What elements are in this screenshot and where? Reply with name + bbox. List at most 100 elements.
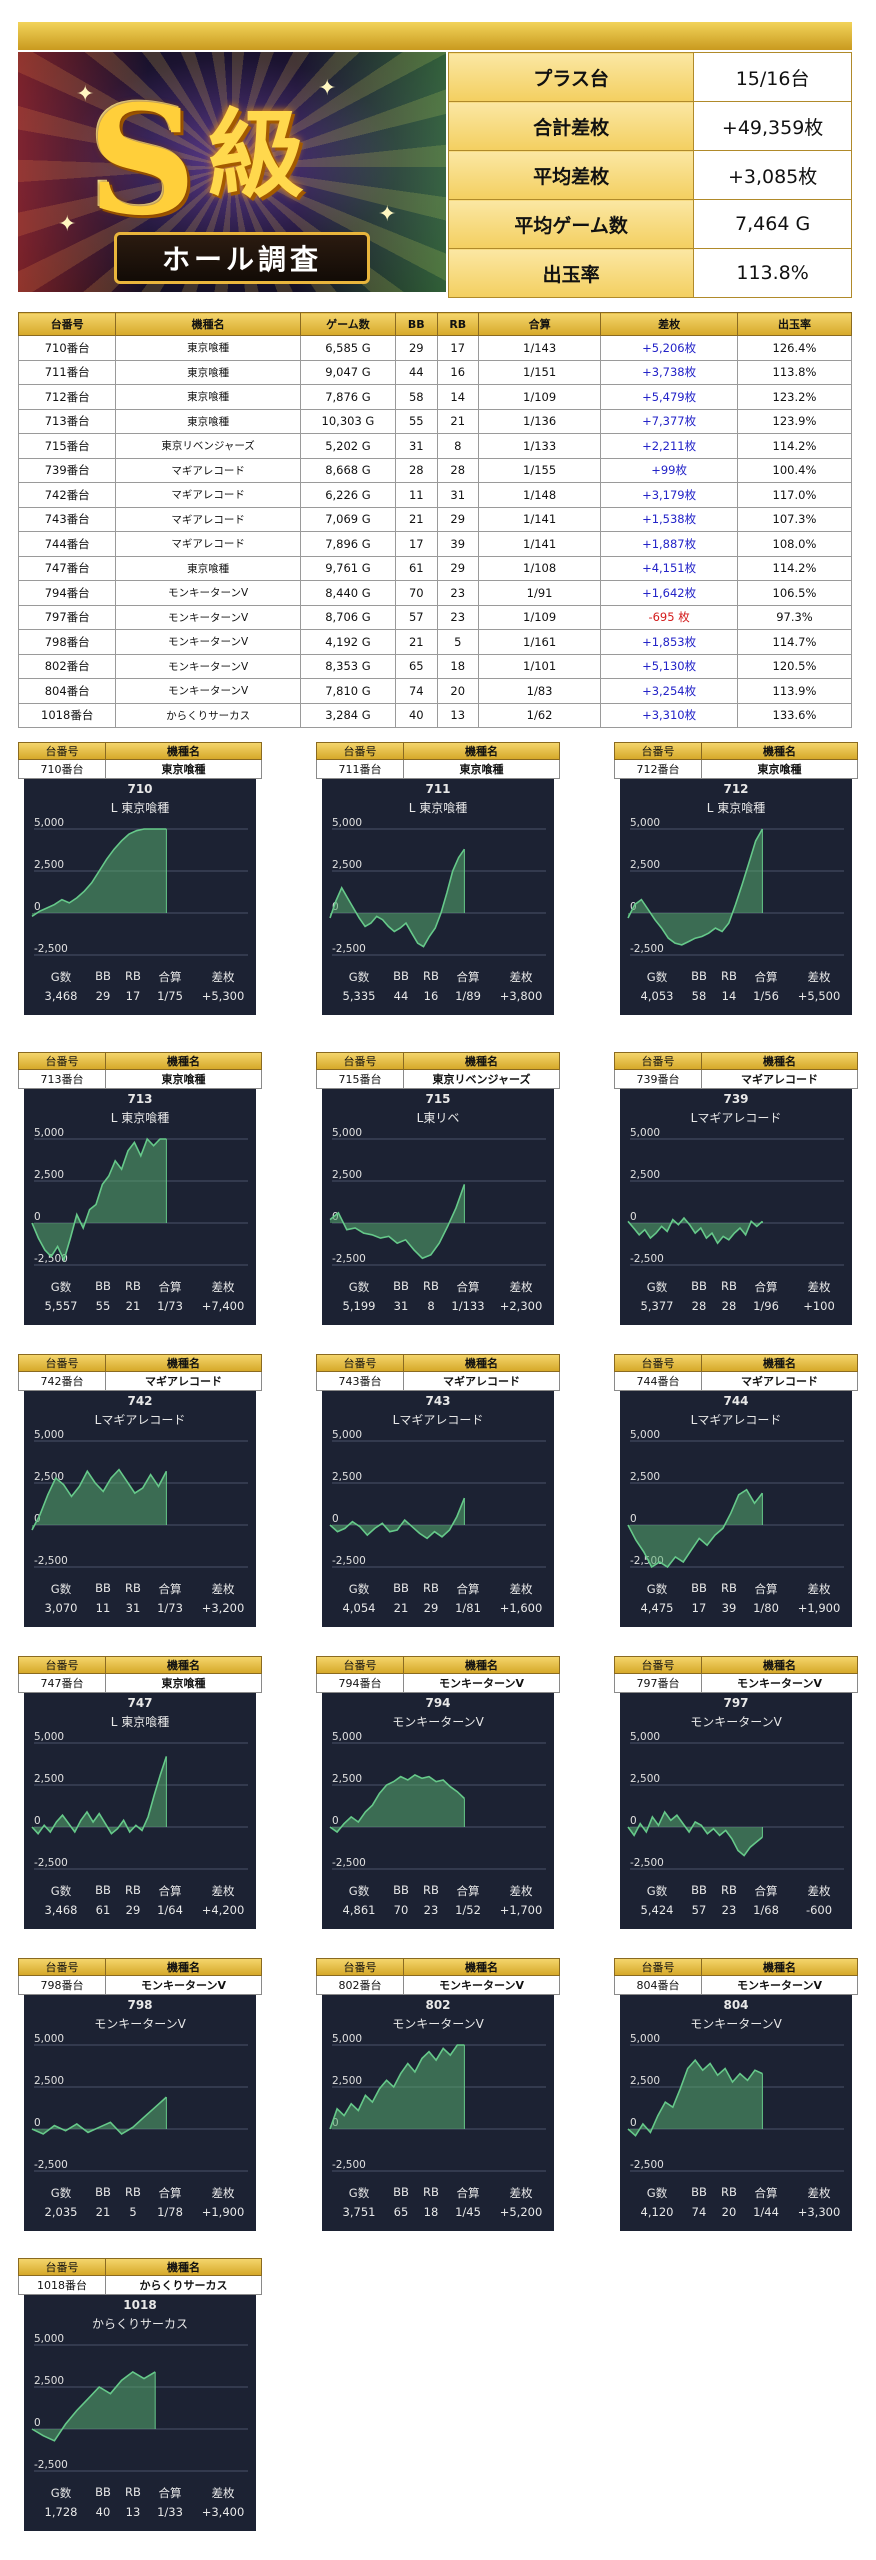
stat-header: BB: [95, 969, 111, 983]
slump-line: [329, 1773, 465, 1834]
stat-value: 4,053: [640, 989, 674, 1003]
card-header: 台番号 機種名: [18, 1958, 262, 1976]
chart-machine-name: モンキーターンV: [392, 1715, 484, 1729]
stat-header: RB: [423, 1581, 439, 1595]
stat-header: 差枚: [509, 2186, 533, 2200]
card-info-row: 798番台 モンキーターンV: [18, 1976, 262, 1995]
machine-card: 台番号 機種名 744番台 マギアレコード 744 Lマギアレコード 5,000 2,500 0…: [614, 1354, 858, 1627]
slump-area: [32, 1756, 167, 1834]
slump-area: [330, 849, 465, 947]
stat-header: BB: [95, 2485, 111, 2499]
stat-header: 差枚: [807, 2186, 831, 2200]
table-cell: +5,130枚: [600, 653, 738, 679]
stat-header: RB: [721, 1279, 737, 1293]
machine-card: 台番号 機種名 798番台 モンキーターンV 798 モンキーターンV 5,000 2,500…: [18, 1958, 262, 2231]
card-header-id-label: 台番号: [316, 742, 404, 760]
card-stats: G数 BB RB 合算 差枚 5,199 31 8 1/133 +2,300: [322, 1279, 554, 1313]
slump-line: [329, 1497, 466, 1540]
y-tick-label: 2,500: [34, 859, 64, 871]
stat-header: 合算: [456, 1582, 480, 1596]
column-header: 合算: [477, 312, 602, 336]
card-header: 台番号 機種名: [18, 1354, 262, 1372]
table-cell: 9,047 G: [299, 359, 397, 385]
y-tick-label: -2,500: [332, 1857, 366, 1869]
table-cell: 126.4%: [736, 335, 853, 361]
hero-banner: ホール調査: [114, 232, 370, 284]
slump-area: [330, 1184, 465, 1259]
table-cell: 106.5%: [736, 580, 853, 606]
card-stats: G数 BB RB 合算 差枚 3,751 65 18 1/45 +5,200: [322, 2185, 554, 2219]
machine-card: 台番号 機種名 747番台 東京喰種 747 L 東京喰種 5,000 2,500 0 -2,50…: [18, 1656, 262, 1929]
card-info-row: 802番台 モンキーターンV: [316, 1976, 560, 1995]
y-tick-label: 5,000: [332, 817, 362, 829]
table-cell: 8: [436, 433, 479, 459]
stat-value: +3,200: [201, 1601, 245, 1615]
y-tick-label: 2,500: [34, 2075, 64, 2087]
stat-header: G数: [50, 1582, 72, 1596]
stat-value: 31: [393, 1299, 409, 1313]
chart-machine-number: 739: [723, 1092, 749, 1106]
stat-header: RB: [125, 1883, 141, 1897]
summary-table: プラス台 15/16台 合計差枚 +49,359枚 平均差枚 +3,085枚 平均ゲーム数 7…: [447, 52, 852, 298]
card-header-id-label: 台番号: [614, 1052, 702, 1070]
y-tick-label: 5,000: [332, 2033, 362, 2045]
card-id: 804番台: [614, 1976, 702, 1995]
table-cell: 14: [436, 384, 479, 410]
table-cell: 1/101: [477, 653, 602, 679]
chart-machine-name: モンキーターンV: [690, 2017, 782, 2031]
slump-line: [627, 2058, 763, 2137]
table-cell: 804番台: [17, 678, 117, 704]
card-header-id-label: 台番号: [18, 2258, 106, 2276]
card-header: 台番号 機種名: [614, 1958, 858, 1976]
card-machine: 東京喰種: [404, 760, 560, 779]
card-header-machine-label: 機種名: [702, 1656, 858, 1674]
stat-value: 40: [95, 2505, 111, 2519]
stat-header: RB: [125, 2485, 141, 2499]
stat-header: BB: [393, 969, 409, 983]
chart-machine-number: 747: [127, 1696, 153, 1710]
table-cell: 8,706 G: [299, 604, 397, 630]
stat-value: +3,400: [201, 2505, 245, 2519]
stat-header: G数: [348, 970, 370, 984]
y-tick-label: -2,500: [34, 2459, 68, 2471]
stat-header: 差枚: [211, 1280, 235, 1294]
stat-header: 合算: [158, 970, 182, 984]
stat-value: 14: [721, 989, 737, 1003]
chart-machine-number: 797: [723, 1696, 749, 1710]
table-cell: 1/133: [477, 433, 602, 459]
table-cell: 113.8%: [736, 359, 853, 385]
stat-header: 差枚: [807, 1582, 831, 1596]
chart-machine-name: Lマギアレコード: [94, 1413, 186, 1427]
table-cell: 28: [436, 457, 479, 483]
table-cell: +1,853枚: [600, 629, 738, 655]
stat-value: 4,054: [342, 1601, 376, 1615]
card-machine: マギアレコード: [106, 1372, 262, 1391]
table-cell: 6,585 G: [299, 335, 397, 361]
machine-table: 台番号 機種名 ゲーム数 BB RB 合算 差枚 出玉率 710番台 東京喰種 6,585 G 29…: [17, 312, 853, 728]
y-tick-label: 0: [630, 2117, 637, 2129]
table-cell: +1,642枚: [600, 580, 738, 606]
column-header: 差枚: [600, 312, 738, 336]
table-cell: マギアレコード: [115, 506, 301, 532]
table-cell: 5,202 G: [299, 433, 397, 459]
stat-header: 差枚: [509, 1582, 533, 1596]
table-cell: 65: [395, 653, 438, 679]
table-cell: 7,896 G: [299, 531, 397, 557]
stat-header: RB: [721, 2185, 737, 2199]
summary-value: +3,085枚: [693, 150, 852, 200]
stat-value: 1/81: [455, 1601, 481, 1615]
stat-value: +100: [803, 1299, 835, 1313]
summary-label: 出玉率: [447, 248, 695, 298]
stat-value: 20: [721, 2205, 737, 2219]
stat-value: +3,800: [499, 989, 543, 1003]
table-cell: 7,069 G: [299, 506, 397, 532]
table-cell: 44: [395, 359, 438, 385]
stat-header: 合算: [754, 2186, 778, 2200]
card-info-row: 1018番台 からくりサーカス: [18, 2276, 262, 2295]
stat-header: G数: [646, 1280, 668, 1294]
column-header: RB: [436, 312, 479, 336]
y-tick-label: 0: [34, 901, 41, 913]
